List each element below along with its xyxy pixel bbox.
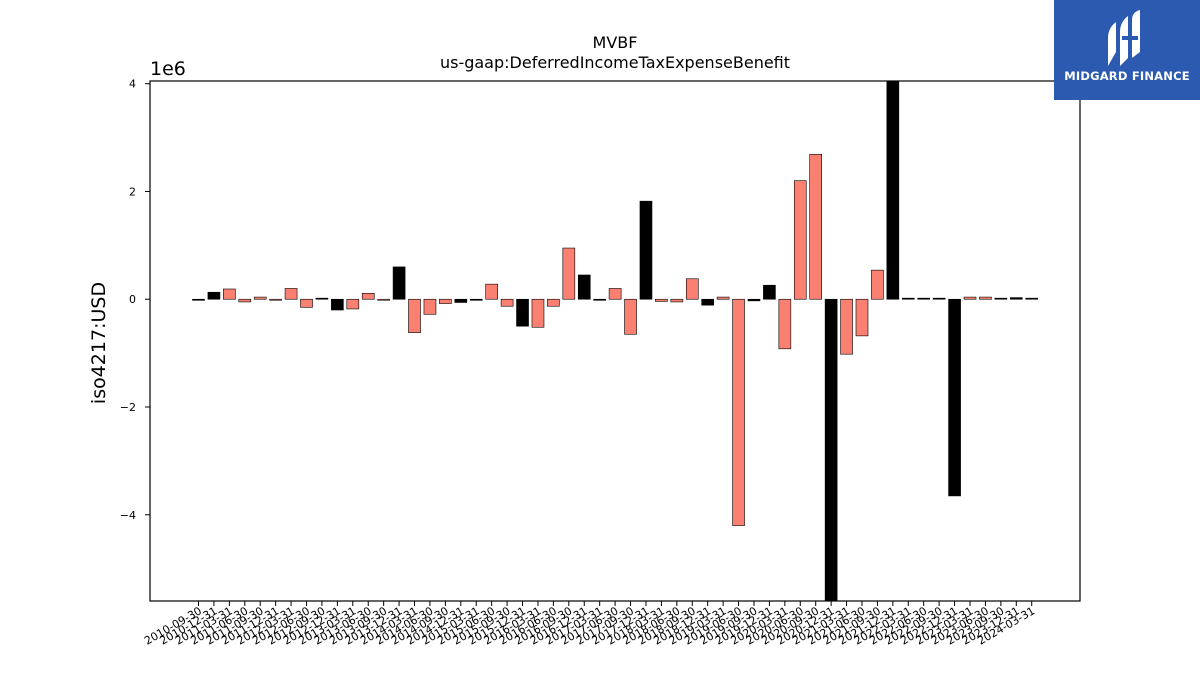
bar: [315, 297, 329, 300]
bar: [994, 297, 1008, 300]
bar: [932, 297, 946, 300]
bar: [963, 296, 977, 300]
bar: [886, 80, 900, 300]
bar: [871, 269, 884, 300]
bar: [408, 298, 421, 333]
bar: [531, 298, 545, 328]
bar: [701, 298, 714, 306]
y-tick-label: 4: [129, 78, 136, 91]
bar: [624, 298, 637, 335]
bar: [192, 298, 205, 301]
bar: [809, 153, 823, 300]
bar: [917, 297, 931, 300]
bar: [747, 298, 761, 302]
bar: [238, 298, 252, 303]
bar: [439, 298, 452, 304]
bar: [716, 296, 730, 300]
bar: [223, 288, 236, 300]
y-tick-label: −2: [120, 401, 136, 414]
bar: [840, 298, 853, 355]
bar: [423, 298, 437, 315]
bar: [284, 288, 298, 300]
y-tick-label: −4: [120, 509, 136, 522]
bar: [901, 297, 915, 300]
y-tick-label: 0: [129, 293, 136, 306]
brand-logo-text: MIDGARD FINANCE: [1064, 69, 1190, 83]
x-axis-ticks: 2010-09-302010-12-312011-03-312011-06-30…: [142, 601, 1037, 648]
bar: [655, 298, 668, 302]
bar: [732, 298, 745, 526]
bar: [547, 298, 560, 307]
bar: [608, 288, 622, 300]
bar: [824, 298, 838, 602]
bar-series: [192, 80, 1039, 602]
bar: [685, 278, 699, 300]
bar: [778, 298, 792, 350]
bar: [392, 266, 406, 300]
bar: [346, 298, 360, 310]
bar: [639, 200, 653, 300]
bar: [331, 298, 344, 311]
plot-area-frame: [149, 80, 1081, 602]
bar: [855, 298, 869, 337]
bar: [207, 291, 221, 300]
bar: [485, 283, 498, 300]
y-offset-label: 1e6: [150, 58, 186, 80]
y-axis-label: iso4217:USD: [88, 282, 110, 404]
bar: [361, 293, 375, 300]
midgard-logo-icon: [1108, 10, 1140, 66]
bar: [454, 298, 468, 303]
bar: [763, 284, 776, 300]
bar: [1025, 297, 1039, 300]
bar: [793, 180, 807, 300]
bar: [516, 298, 529, 327]
y-axis-ticks: 4 2 0 −2 −4: [120, 78, 150, 522]
bar: [670, 298, 684, 303]
bar: [253, 296, 267, 300]
bar: [593, 298, 606, 301]
bar: [377, 298, 390, 301]
bar: [979, 296, 992, 300]
bar: [469, 298, 483, 301]
bar: [562, 247, 576, 300]
chart-title: MVBF: [593, 33, 638, 52]
bar: [577, 274, 591, 300]
bar: [300, 298, 313, 308]
bar: [500, 298, 514, 307]
y-tick-label: 2: [129, 185, 136, 198]
brand-logo: MIDGARD FINANCE: [1054, 0, 1200, 100]
bar: [1009, 297, 1023, 300]
bar: [269, 298, 282, 301]
bar: [948, 298, 961, 497]
chart-subtitle: us-gaap:DeferredIncomeTaxExpenseBenefit: [440, 53, 790, 72]
